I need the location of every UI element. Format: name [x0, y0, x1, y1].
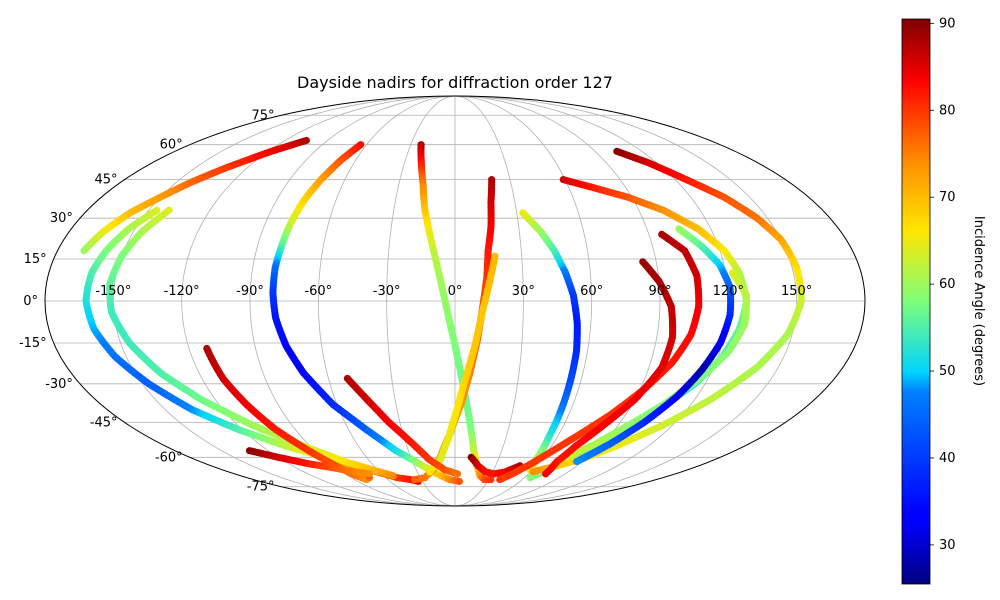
latitude-tick-label: 60° [160, 138, 183, 153]
latitude-tick-label: -30° [45, 377, 73, 392]
longitude-tick-label: 120° [713, 284, 744, 299]
data-point [411, 475, 419, 484]
latitude-tick-label: -45° [90, 415, 118, 430]
longitude-tick-label: 30° [512, 284, 535, 299]
chart-title: Dayside nadirs for diffraction order 127 [297, 73, 613, 92]
longitude-tick-labels: -150° -120° -90° -60° -30° 0° 30° 60° 90° 120° 150… [95, 284, 812, 299]
track-5 [245, 447, 373, 478]
colorbar-tick-label: 60 [939, 277, 956, 292]
track-14 [529, 147, 805, 476]
colorbar-tick-label: 40 [939, 451, 956, 466]
longitude-tick-label: 0° [448, 284, 463, 299]
data-point [455, 477, 463, 486]
longitude-tick-label: 60° [580, 284, 603, 299]
latitude-tick-label: 75° [251, 108, 274, 123]
longitude-tick-label: 150° [781, 284, 812, 299]
data-point [487, 475, 495, 484]
longitude-tick-label: -120° [164, 284, 200, 299]
data-points [80, 136, 805, 486]
latitude-tick-label: 45° [95, 173, 118, 188]
data-point [529, 468, 537, 476]
data-point [542, 470, 550, 478]
latitude-tick-label: 30° [50, 211, 73, 226]
colorbar-ticks: 30 40 50 60 70 80 90 [930, 16, 956, 553]
colorbar-tick-label: 80 [939, 103, 956, 118]
longitude-tick-label: -150° [95, 284, 131, 299]
latitude-tick-label: 15° [24, 252, 47, 267]
longitude-tick-label: 90° [648, 284, 671, 299]
track-1 [80, 136, 310, 255]
latitude-tick-label: -75° [247, 480, 275, 495]
latitude-tick-label: -15° [19, 336, 47, 351]
data-point [365, 470, 373, 478]
track-9 [426, 252, 499, 476]
longitude-tick-label: -60° [304, 284, 332, 299]
colorbar-tick-label: 30 [939, 538, 956, 553]
data-point [389, 472, 397, 480]
colorbar-label: Incidence Angle (degrees) [971, 216, 986, 386]
data-point [80, 247, 88, 255]
data-point [453, 470, 462, 478]
latitude-tick-label: -60° [155, 450, 183, 465]
longitude-tick-label: -90° [236, 284, 264, 299]
track-12 [519, 209, 581, 474]
colorbar: 30 40 50 60 70 80 90 Incidence Angle (degrees) [901, 16, 986, 585]
colorbar-tick-label: 90 [939, 16, 956, 31]
data-point [426, 468, 434, 476]
data-point [573, 457, 581, 466]
data-point [496, 475, 504, 484]
longitude-tick-label: -30° [373, 284, 401, 299]
map-grid [45, 96, 865, 506]
colorbar-tick-label: 70 [939, 190, 956, 205]
colorbar-gradient [901, 18, 931, 585]
track-6 [269, 141, 463, 486]
latitude-tick-label: 0° [23, 294, 38, 309]
colorbar-tick-label: 50 [939, 364, 956, 379]
